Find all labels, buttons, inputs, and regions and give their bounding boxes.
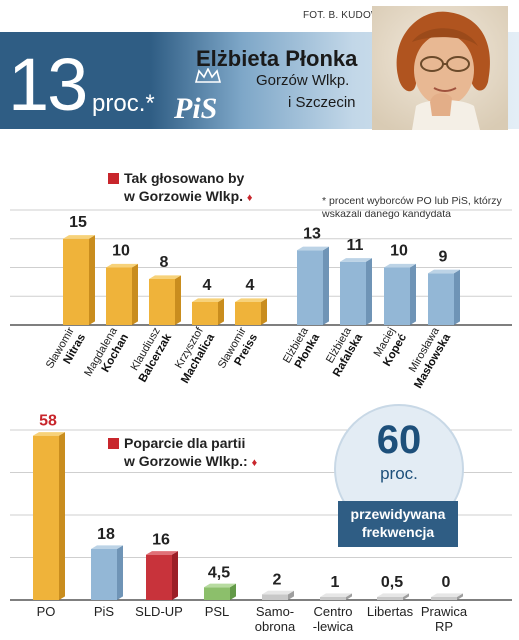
data-label: 4 (203, 277, 212, 294)
data-label: 11 (347, 237, 364, 254)
data-label: 16 (152, 532, 170, 549)
tick-label: SLD-UP (135, 604, 183, 619)
parties-chart: 58 PO 18 PiS 16 SLD-UP 4,5 PSL 2 Samo-obrona 1 Cent… (10, 413, 512, 634)
turnout-unit: proc. (380, 464, 418, 483)
footnote: * procent wyborców PO lub PiS, którzy ws… (322, 195, 502, 220)
tick-label: RP (435, 619, 453, 634)
bar (106, 263, 138, 325)
parties-title-line1: Poparcie dla partii (124, 435, 246, 451)
tick-label: Prawica (421, 604, 468, 619)
crown-icon (195, 68, 221, 83)
pis-logo: PiS (174, 92, 218, 125)
data-label: 18 (97, 526, 115, 543)
bar (428, 269, 460, 325)
candidate-name: Elżbieta Płonka (196, 46, 358, 71)
city-line-2: i Szczecin (288, 94, 356, 111)
bar (320, 593, 352, 600)
bar (262, 590, 294, 600)
bar (63, 235, 95, 325)
bar (91, 545, 123, 600)
bar (297, 246, 329, 325)
data-label: 10 (112, 243, 130, 260)
data-label: 10 (390, 243, 408, 260)
tick-label: PSL (205, 604, 230, 619)
turnout-label-line1: przewidywana (350, 506, 446, 522)
bar (146, 551, 178, 600)
down-arrow-icon: ♦ (251, 457, 258, 469)
data-label: 2 (273, 571, 282, 588)
parties-title-line2: w Gorzowie Wlkp.: (124, 453, 248, 469)
candidates-title: Tak głosowano by w Gorzowie Wlkp. ♦ (124, 169, 253, 207)
data-label: 4 (246, 277, 255, 294)
tick-label: obrona (255, 619, 296, 634)
data-label: 4,5 (208, 564, 230, 581)
city-line-1: Gorzów Wlkp. (256, 72, 350, 89)
bar (149, 275, 181, 325)
tick-label: -lewica (313, 619, 354, 634)
data-label: 9 (439, 248, 448, 265)
tick-label: PO (37, 604, 56, 619)
bar (192, 298, 224, 325)
tick-label: PiS (94, 604, 115, 619)
turnout-value: 60 (376, 418, 422, 462)
turnout-label: przewidywana frekwencja (338, 501, 458, 547)
data-label: 0,5 (381, 574, 403, 591)
candidate-photo (372, 6, 508, 130)
data-label: 13 (303, 225, 321, 242)
candidates-title-line1: Tak głosowano by (124, 170, 245, 186)
candidates-title-line2: w Gorzowie Wlkp. (124, 188, 244, 204)
parties-title: Poparcie dla partii w Gorzowie Wlkp.: ♦ (124, 434, 257, 472)
bar (33, 432, 65, 600)
tick-label: Centro (313, 604, 352, 619)
data-label: 1 (331, 574, 340, 591)
bar (340, 258, 372, 325)
bar (235, 298, 267, 325)
data-label: 15 (69, 214, 87, 231)
bar (384, 263, 416, 325)
bar (431, 593, 463, 600)
tick-label: Samo- (256, 604, 294, 619)
percent-number: 13 (8, 43, 88, 126)
data-label: 0 (442, 574, 451, 591)
legend-marker-candidates (108, 173, 119, 184)
turnout-label-line2: frekwencja (361, 524, 435, 540)
data-label: 8 (160, 254, 169, 271)
tick-label: Libertas (367, 604, 414, 619)
data-label: 58 (39, 413, 57, 430)
bar (377, 593, 409, 600)
bar (204, 583, 236, 600)
photo-credit: FOT. B. KUDOWICZ (303, 10, 398, 21)
down-arrow-icon: ♦ (246, 192, 253, 204)
percent-unit: proc.* (92, 90, 155, 117)
legend-marker-parties (108, 438, 119, 449)
